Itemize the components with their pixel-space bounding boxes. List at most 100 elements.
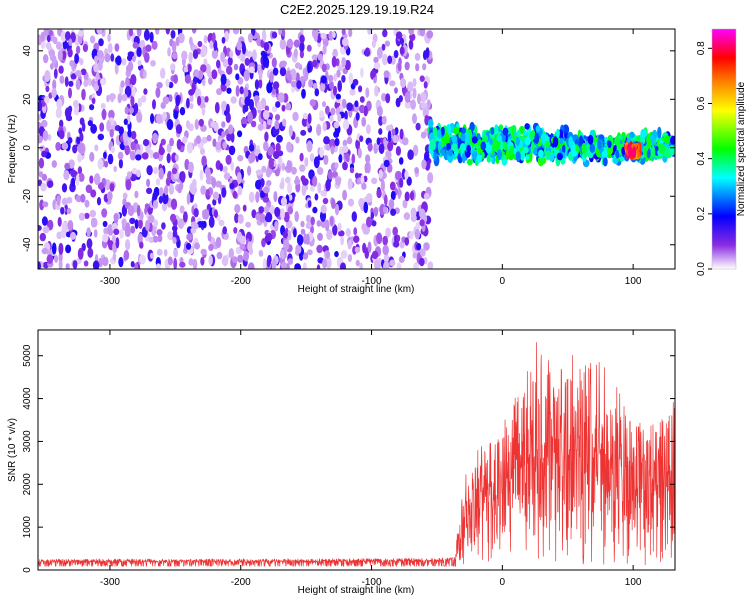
spectrogram-cell [212,198,217,206]
spectrogram-cell [330,145,335,155]
spectrogram-cell [96,29,103,35]
spectrogram-cell [276,134,283,143]
spectrogram-cell [258,78,263,89]
spectrogram-cell [302,252,309,260]
spectrogram-cell [122,130,128,142]
snr-y-tick-label: 0 [22,567,33,573]
spectrogram-cell [215,180,222,188]
spectrogram-cell [162,192,169,205]
spectrogram-cell [136,204,141,217]
spectrogram-cell [54,255,59,263]
spectrogram-cell [248,144,255,152]
spectrogram-cell [152,99,156,110]
spectrogram-cell [471,136,478,144]
snr-y-tick-label: 1000 [22,516,33,539]
spectrogram-cell [234,213,239,224]
spectrogram-cell [224,31,230,42]
spectrogram-cell [188,161,194,173]
spectrogram-x-tick-label: -300 [100,276,120,287]
spectrogram-cell [247,241,253,253]
spectrogram-cell [243,86,249,99]
spectrogram-cell [192,222,199,230]
spectrogram-cell [97,60,103,71]
spectrogram-cell [230,132,235,143]
spectrogram-cell [93,83,100,92]
spectrogram-cell [77,247,84,260]
spectrogram-cell [341,57,347,68]
spectrogram-cell [192,49,199,60]
spectrogram-cell [419,248,426,257]
spectrogram-cell [197,95,202,106]
spectrogram-cell [388,198,395,210]
spectrogram-cell [48,29,54,37]
spectrogram-cell [287,182,292,194]
spectrogram-cell [192,258,198,269]
spectrogram-cell [234,204,241,214]
spectrogram-cell [89,35,96,44]
spectrogram-cell [282,118,287,127]
spectrogram-cell [423,193,430,200]
spectrogram-cell [59,119,64,128]
spectrogram-cell [496,135,503,142]
spectrogram-cell [200,64,207,73]
spectrogram-cell [271,105,278,113]
spectrogram-x-tick-label: -200 [231,276,251,287]
spectrogram-cell [334,251,339,258]
spectrogram-cell [294,263,301,269]
spectrogram-cell [387,141,394,152]
spectrogram-cell [208,77,213,85]
spectrogram-cell [61,221,69,233]
colorbar-gradient [712,29,736,269]
spectrogram-cell [357,147,362,159]
spectrogram-cell [165,29,170,35]
spectrogram-cell [201,155,207,167]
spectrogram-cell [329,216,334,226]
spectrogram-cell [494,124,499,135]
spectrogram-cell [281,162,286,171]
spectrogram-cell [382,235,389,246]
spectrogram-cell [113,228,120,235]
spectrogram-cell [592,135,597,146]
spectrogram-cell [302,262,307,269]
spectrogram-cell [525,154,530,161]
spectrogram-cell [519,150,526,161]
spectrogram-cell [266,119,273,126]
spectrogram-cell [211,32,216,43]
spectrogram-cell [160,138,166,146]
spectrogram-cell [389,181,396,191]
spectrogram-cell [156,82,163,89]
spectrogram-cell [100,103,106,109]
spectrogram-cell [79,132,84,142]
spectrogram-cell [291,166,297,175]
spectrogram-cell [64,162,71,171]
spectrogram-cell [93,229,98,238]
spectrogram-cell [422,63,427,71]
spectrogram-cell [285,102,292,111]
snr-panel: -300 -200 -100 0 100 0 1000 2000 3000 4000 5000 H… [7,329,676,596]
spectrogram-cell [189,94,194,103]
spectrogram-cell [399,46,405,55]
spectrogram-cell [356,176,361,185]
spectrogram-cell [303,73,309,82]
spectrogram-x-axis: -300 -200 -100 0 100 [100,29,642,287]
spectrogram-cell [185,120,191,129]
spectrogram-cell [469,121,475,132]
spectrogram-cell [397,63,402,71]
spectrogram-cell [186,242,192,250]
spectrogram-cell [51,242,57,255]
spectrogram-cell [228,248,234,259]
spectrogram-cell [55,107,62,119]
snr-y-tick-label: 4000 [22,387,33,410]
spectrogram-cell [182,136,188,144]
spectrogram-cell [51,160,57,168]
spectrogram-cell [205,167,211,180]
spectrogram-cell [300,129,307,136]
spectrogram-cell [87,78,92,86]
spectrogram-cell [41,247,49,255]
spectrogram-cell [371,250,379,260]
spectrogram-cell [65,263,70,269]
spectrogram-cell [322,197,329,205]
spectrogram-cell [155,29,160,35]
spectrogram-cell [258,249,264,257]
spectrogram-cell [419,208,426,219]
